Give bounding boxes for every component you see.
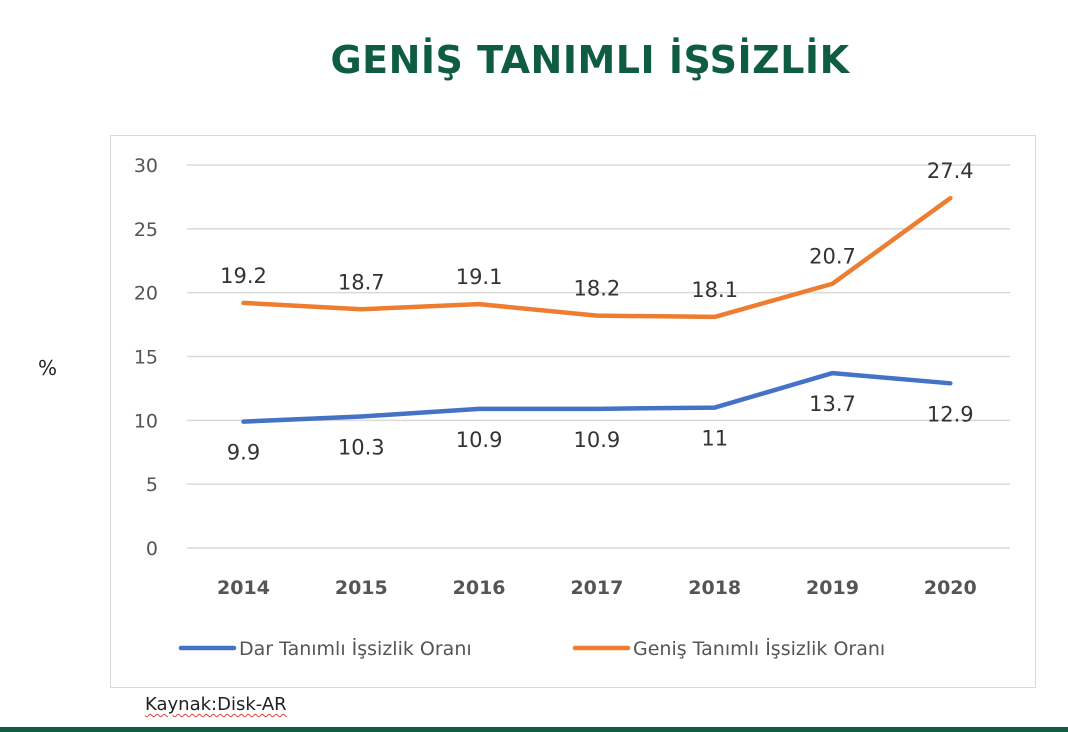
gridlines	[187, 164, 1010, 549]
legend-item-dar: Dar Tanımlı İşsizlik Oranı	[178, 637, 472, 660]
y-axis-unit-label: %	[38, 356, 58, 380]
y-tick-label: 30	[134, 155, 158, 177]
x-tick-label: 2017	[570, 577, 623, 599]
x-tick-label: 2015	[335, 577, 388, 599]
x-axis-ticks: 2014 2015 2016 2017 2018 2019 2020	[217, 577, 977, 599]
y-tick-label: 5	[146, 474, 158, 496]
y-tick-label: 10	[134, 410, 158, 432]
legend-item-genis: Geniş Tanımlı İşsizlik Oranı	[572, 637, 885, 660]
y-tick-label: 0	[146, 538, 158, 560]
x-tick-label: 2016	[453, 577, 506, 599]
legend-label: Dar Tanımlı İşsizlik Oranı	[239, 637, 472, 660]
x-tick-label: 2020	[924, 577, 977, 599]
y-tick-label: 20	[134, 283, 158, 305]
source-note: Kaynak:Disk-AR	[145, 694, 287, 715]
data-label: 12.9	[927, 402, 974, 426]
data-labels: 9.9 10.3 10.9 10.9 11 13.7 12.9 19.2 18.7 19.1 18.…	[220, 159, 974, 464]
x-tick-label: 2018	[688, 577, 741, 599]
legend-label: Geniş Tanımlı İşsizlik Oranı	[633, 637, 885, 660]
data-label: 10.3	[338, 436, 385, 460]
data-label: 10.9	[574, 428, 621, 452]
data-label: 27.4	[927, 159, 974, 183]
data-label: 13.7	[809, 392, 856, 416]
y-axis-ticks: 0 5 10 15 20 25 30	[134, 155, 158, 560]
x-tick-label: 2019	[806, 577, 859, 599]
chart-title: GENİŞ TANIMLI İŞSİZLİK	[330, 38, 850, 82]
y-tick-label: 25	[134, 219, 158, 241]
y-tick-label: 15	[134, 347, 158, 369]
series-line-genis	[241, 195, 953, 320]
data-label: 19.2	[220, 264, 267, 288]
data-label: 9.9	[227, 441, 260, 465]
data-label: 18.2	[574, 277, 621, 301]
data-label: 19.1	[456, 265, 503, 289]
chart-area	[110, 135, 1036, 688]
data-label: 11	[701, 427, 728, 451]
legend: Dar Tanımlı İşsizlik Oranı Geniş Tanımlı …	[178, 637, 885, 660]
data-label: 18.7	[338, 270, 385, 294]
x-tick-label: 2014	[217, 577, 270, 599]
bottom-accent-band	[0, 727, 1068, 732]
data-label: 18.1	[691, 278, 738, 302]
series-lines	[241, 195, 953, 424]
data-label: 10.9	[456, 428, 503, 452]
series-line-dar	[241, 370, 953, 424]
data-label: 20.7	[809, 245, 856, 269]
